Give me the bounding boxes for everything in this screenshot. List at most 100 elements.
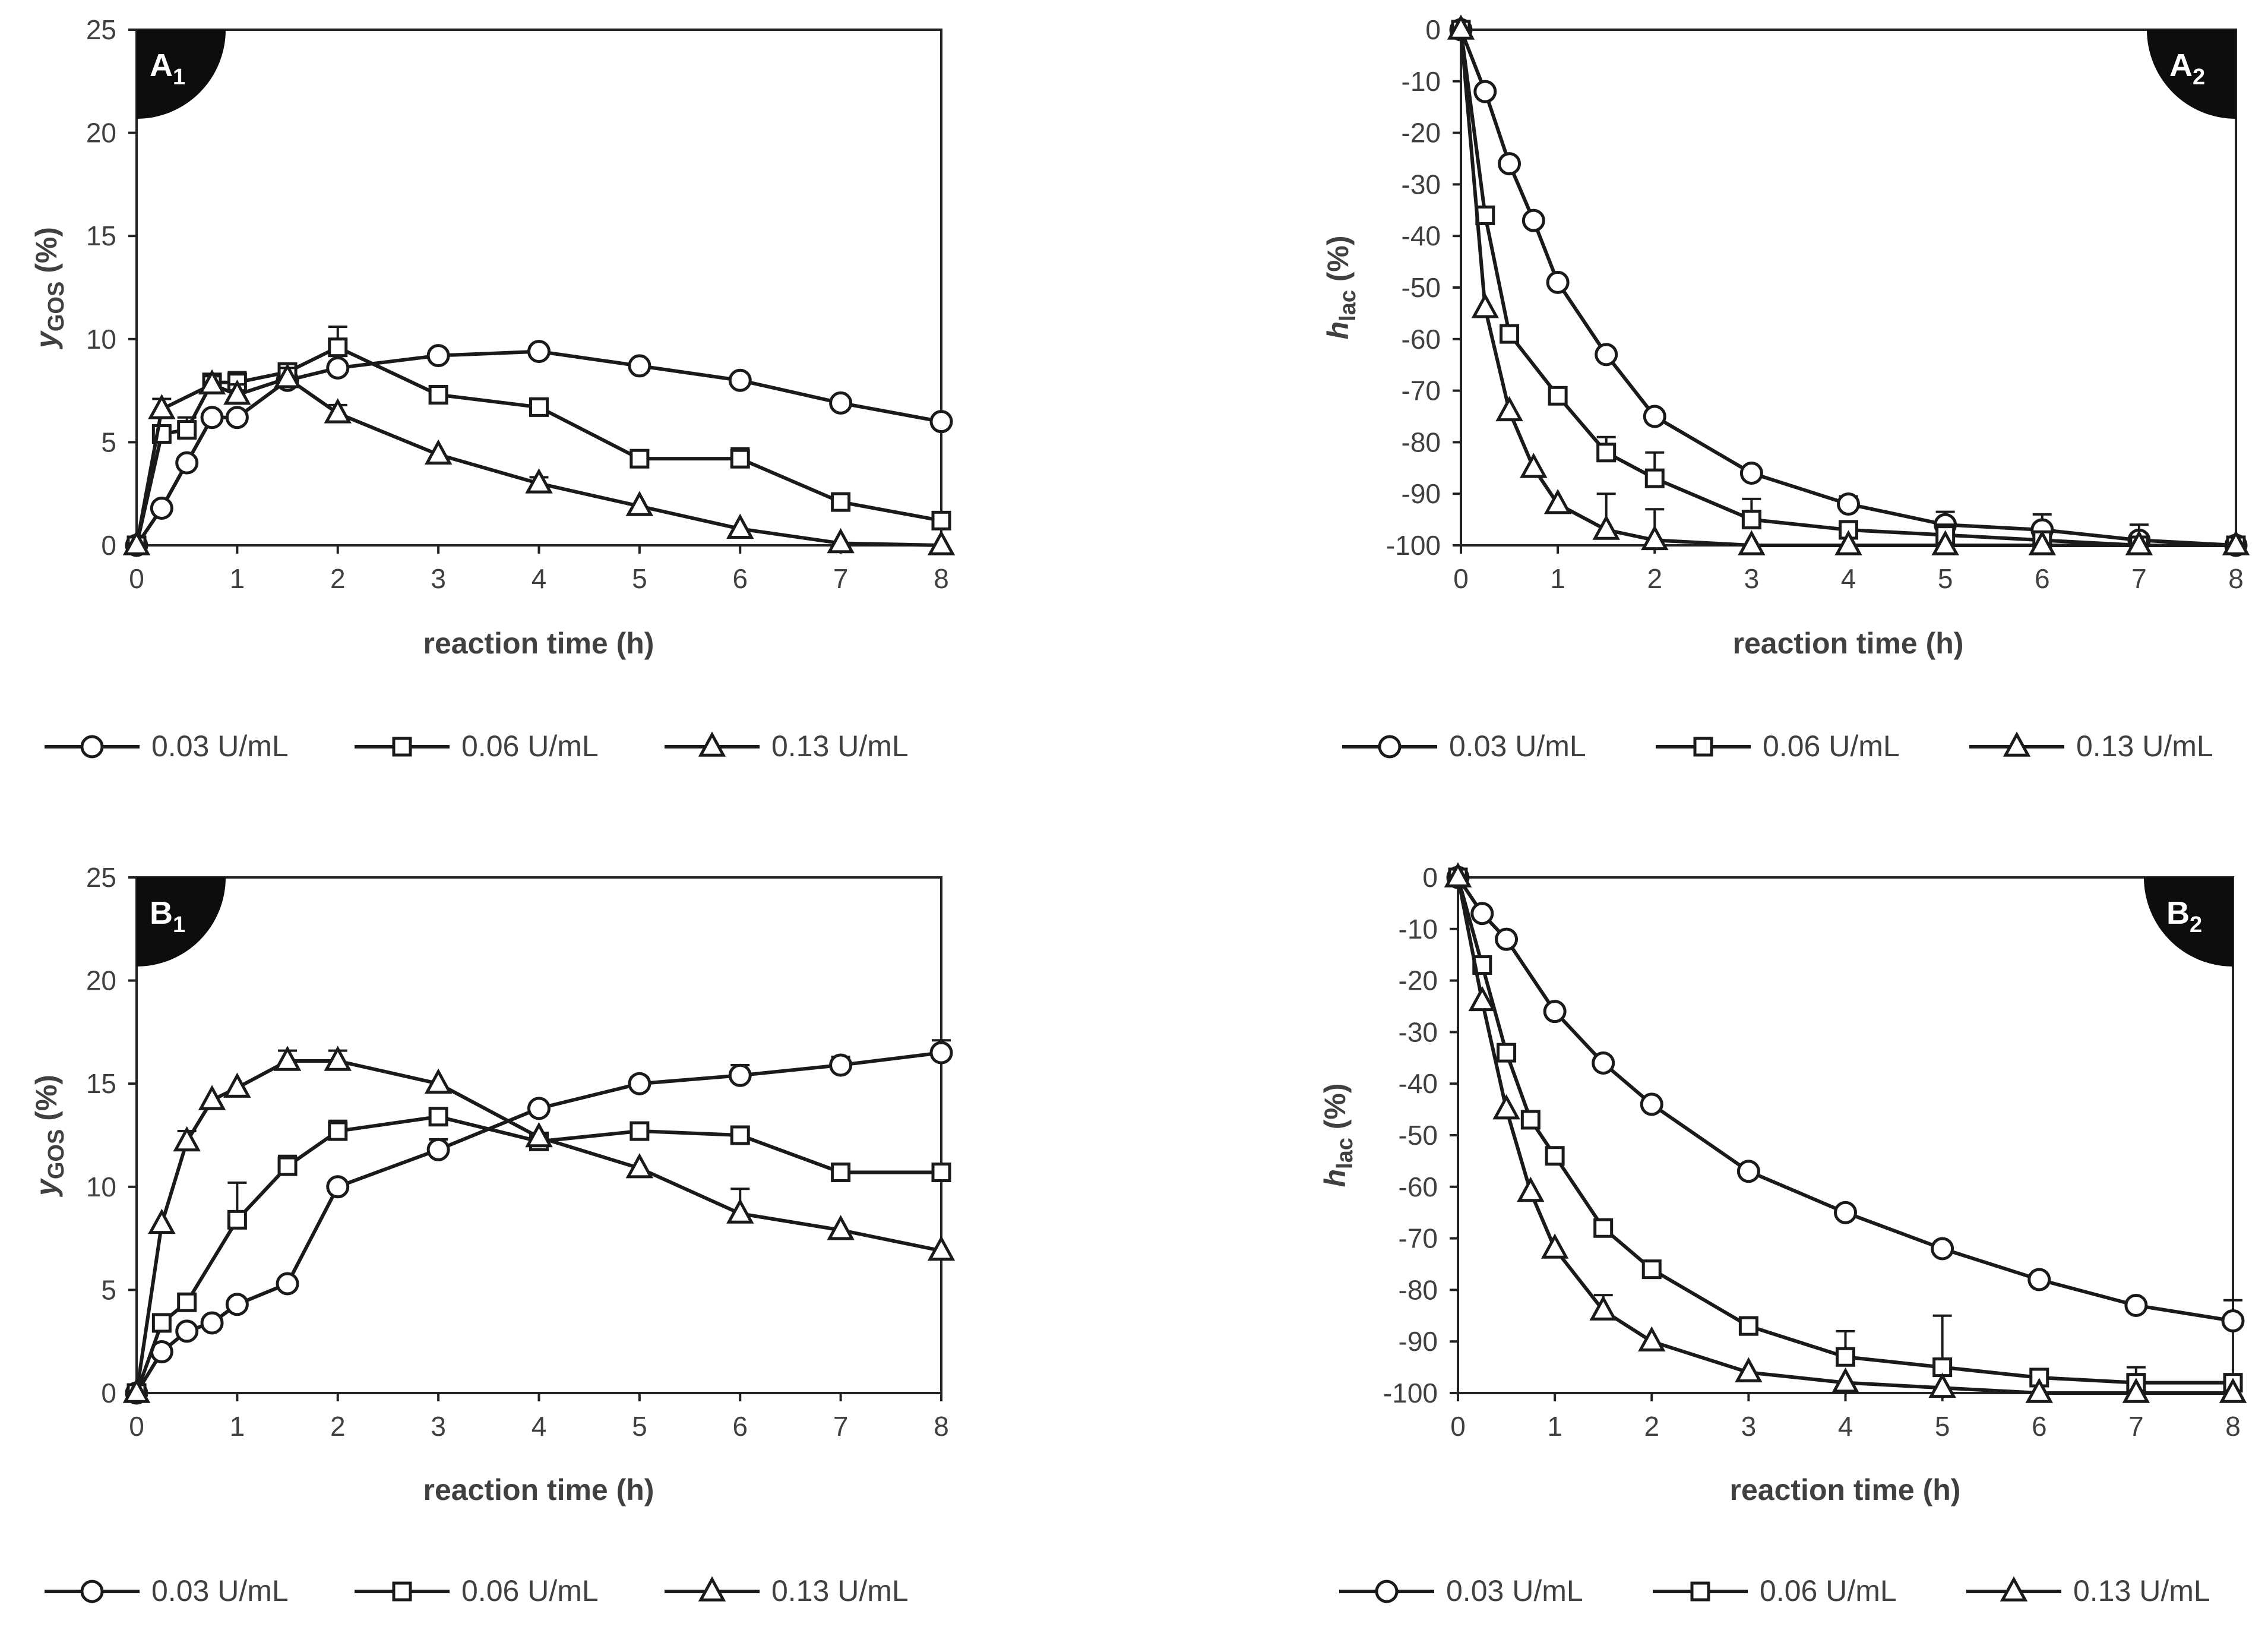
data-point-a2-2-12 <box>2222 530 2250 555</box>
ytick-label-a2-5: -50 <box>1402 272 1441 303</box>
data-point-b2-1-8 <box>1836 1347 1855 1367</box>
data-point-b1-2-8 <box>525 1122 553 1148</box>
legend-label-b1-0: 0.03 U/mL <box>151 1574 289 1607</box>
data-point-a2-2-10 <box>2028 530 2056 555</box>
data-point-b2-0-6 <box>1736 1160 1760 1183</box>
data-point-b1-0-5 <box>276 1272 299 1296</box>
ytick-label-a1-3: 15 <box>86 220 116 251</box>
xtick-label-b1-4: 4 <box>532 1411 547 1442</box>
data-point-b1-2-5 <box>273 1046 302 1071</box>
ytick-label-b2-9: -90 <box>1399 1326 1438 1357</box>
xtick-label-a1-3: 3 <box>431 563 446 594</box>
data-point-a2-2-2 <box>1495 396 1523 422</box>
ylabel-b1: yGOS (%) <box>30 1075 69 1198</box>
data-point-b2-1-7 <box>1738 1316 1758 1336</box>
data-point-b2-1-4 <box>1545 1146 1565 1166</box>
plot-frame-a1 <box>135 29 942 547</box>
series-a2-1 <box>1451 20 2246 555</box>
data-point-b1-2-6 <box>324 1046 352 1071</box>
xtick-label-a1-8: 8 <box>934 563 949 594</box>
data-point-b1-1-9 <box>730 1125 750 1145</box>
xtick-label-b1-3: 3 <box>431 1411 446 1442</box>
plot-frame-a2 <box>1460 29 2237 547</box>
xtick-label-a2-7: 7 <box>2131 563 2147 594</box>
data-point-a2-1-4 <box>1596 443 1617 463</box>
data-point-a1-0-2 <box>175 451 199 475</box>
series-b1-0 <box>125 1039 953 1405</box>
data-point-a1-2-2 <box>198 369 226 394</box>
xtick-label-b2-8: 8 <box>2225 1411 2241 1442</box>
legend-marker-a1-1 <box>392 737 412 757</box>
data-point-b1-0-8 <box>527 1097 551 1120</box>
data-point-b1-1-10 <box>831 1162 851 1182</box>
ytick-label-b2-4: -40 <box>1399 1068 1438 1099</box>
data-point-b1-1-8 <box>630 1121 650 1141</box>
data-point-a1-1-12 <box>931 510 951 530</box>
panel-badge-b2: B2 <box>2144 877 2233 967</box>
legend-b2: 0.03 U/mL 0.06 U/mL 0.13 U/mL <box>1339 1574 2210 1607</box>
ytick-label-b1-4: 20 <box>86 965 116 996</box>
series-line-b2-2 <box>1456 877 2233 1395</box>
data-point-a1-1-7 <box>428 385 448 405</box>
data-point-a1-2-6 <box>424 439 453 465</box>
legend-marker-b1-2 <box>698 1576 726 1602</box>
ylabel-b2: hlac (%) <box>1318 1083 1358 1187</box>
legend-item-b2-2: 0.13 U/mL <box>1966 1574 2210 1607</box>
series-b1-1 <box>126 1107 951 1403</box>
ytick-label-b2-2: -20 <box>1399 965 1438 996</box>
data-point-a1-2-4 <box>273 363 302 389</box>
panel-badge-label-a2: A2 <box>2169 48 2205 90</box>
series-b1-2 <box>122 1046 956 1403</box>
data-point-a2-2-9 <box>1931 530 1959 555</box>
data-point-a1-2-8 <box>625 491 654 516</box>
xtick-label-b2-3: 3 <box>1741 1411 1757 1442</box>
ytick-label-a1-2: 10 <box>86 324 116 355</box>
data-point-b1-2-2 <box>173 1126 201 1152</box>
xtick-label-b1-8: 8 <box>934 1411 949 1442</box>
legend-item-b1-1: 0.06 U/mL <box>355 1574 599 1607</box>
data-point-a1-2-11 <box>927 530 956 555</box>
legend-marker-a1-2 <box>698 731 726 757</box>
data-point-b2-0-5 <box>1640 1092 1663 1116</box>
legend-item-a1-0: 0.03 U/mL <box>45 729 289 763</box>
legend-item-a2-1: 0.06 U/mL <box>1656 729 1900 763</box>
data-point-b1-2-4 <box>223 1072 251 1098</box>
ytick-label-b1-2: 10 <box>86 1171 116 1202</box>
xtick-label-b1-0: 0 <box>129 1411 144 1442</box>
data-point-a2-0-4 <box>1546 270 1570 294</box>
data-point-b2-1-10 <box>2029 1367 2049 1388</box>
ytick-label-b2-8: -80 <box>1399 1274 1438 1305</box>
data-point-b1-1-6 <box>428 1107 448 1127</box>
xtick-label-b2-6: 6 <box>2032 1411 2047 1442</box>
data-point-a2-0-8 <box>1837 492 1860 516</box>
ytick-label-a2-6: -60 <box>1402 324 1441 355</box>
data-point-b1-2-11 <box>827 1215 855 1240</box>
legend-label-a1-0: 0.03 U/mL <box>151 729 289 763</box>
data-point-a2-2-3 <box>1520 453 1548 478</box>
panel-b2: reaction time (h) B2 0 1 2 3 4 5 6 7 8 0 -10 -20 -30 -… <box>1318 862 2247 1607</box>
data-point-b1-0-3 <box>200 1311 224 1335</box>
data-point-a1-1-9 <box>630 449 650 469</box>
data-point-b1-2-1 <box>148 1208 176 1234</box>
xtick-label-b2-0: 0 <box>1450 1411 1466 1442</box>
panel-badge-label-b2: B2 <box>2166 895 2202 937</box>
data-point-b2-2-11 <box>2122 1378 2150 1403</box>
legend-label-a2-0: 0.03 U/mL <box>1449 729 1586 763</box>
ytick-label-b1-5: 25 <box>86 862 116 893</box>
legend-label-b2-2: 0.13 U/mL <box>2073 1574 2210 1607</box>
legend-marker-a2-2 <box>2003 731 2031 757</box>
data-point-a1-0-8 <box>527 340 551 364</box>
series-line-b2-0 <box>1456 876 2234 1323</box>
series-a1-2 <box>122 363 956 555</box>
ytick-label-b2-5: -50 <box>1399 1120 1438 1151</box>
ytick-label-a2-9: -90 <box>1402 478 1441 509</box>
data-point-a1-0-12 <box>929 410 953 434</box>
data-point-b1-2-10 <box>726 1198 754 1224</box>
data-point-a1-2-0 <box>122 530 151 555</box>
legend-item-b1-0: 0.03 U/mL <box>45 1574 289 1607</box>
data-point-b1-1-3 <box>227 1209 247 1230</box>
data-point-a1-2-3 <box>223 379 251 405</box>
data-point-a1-0-11 <box>829 391 853 415</box>
xtick-label-a2-0: 0 <box>1453 563 1469 594</box>
